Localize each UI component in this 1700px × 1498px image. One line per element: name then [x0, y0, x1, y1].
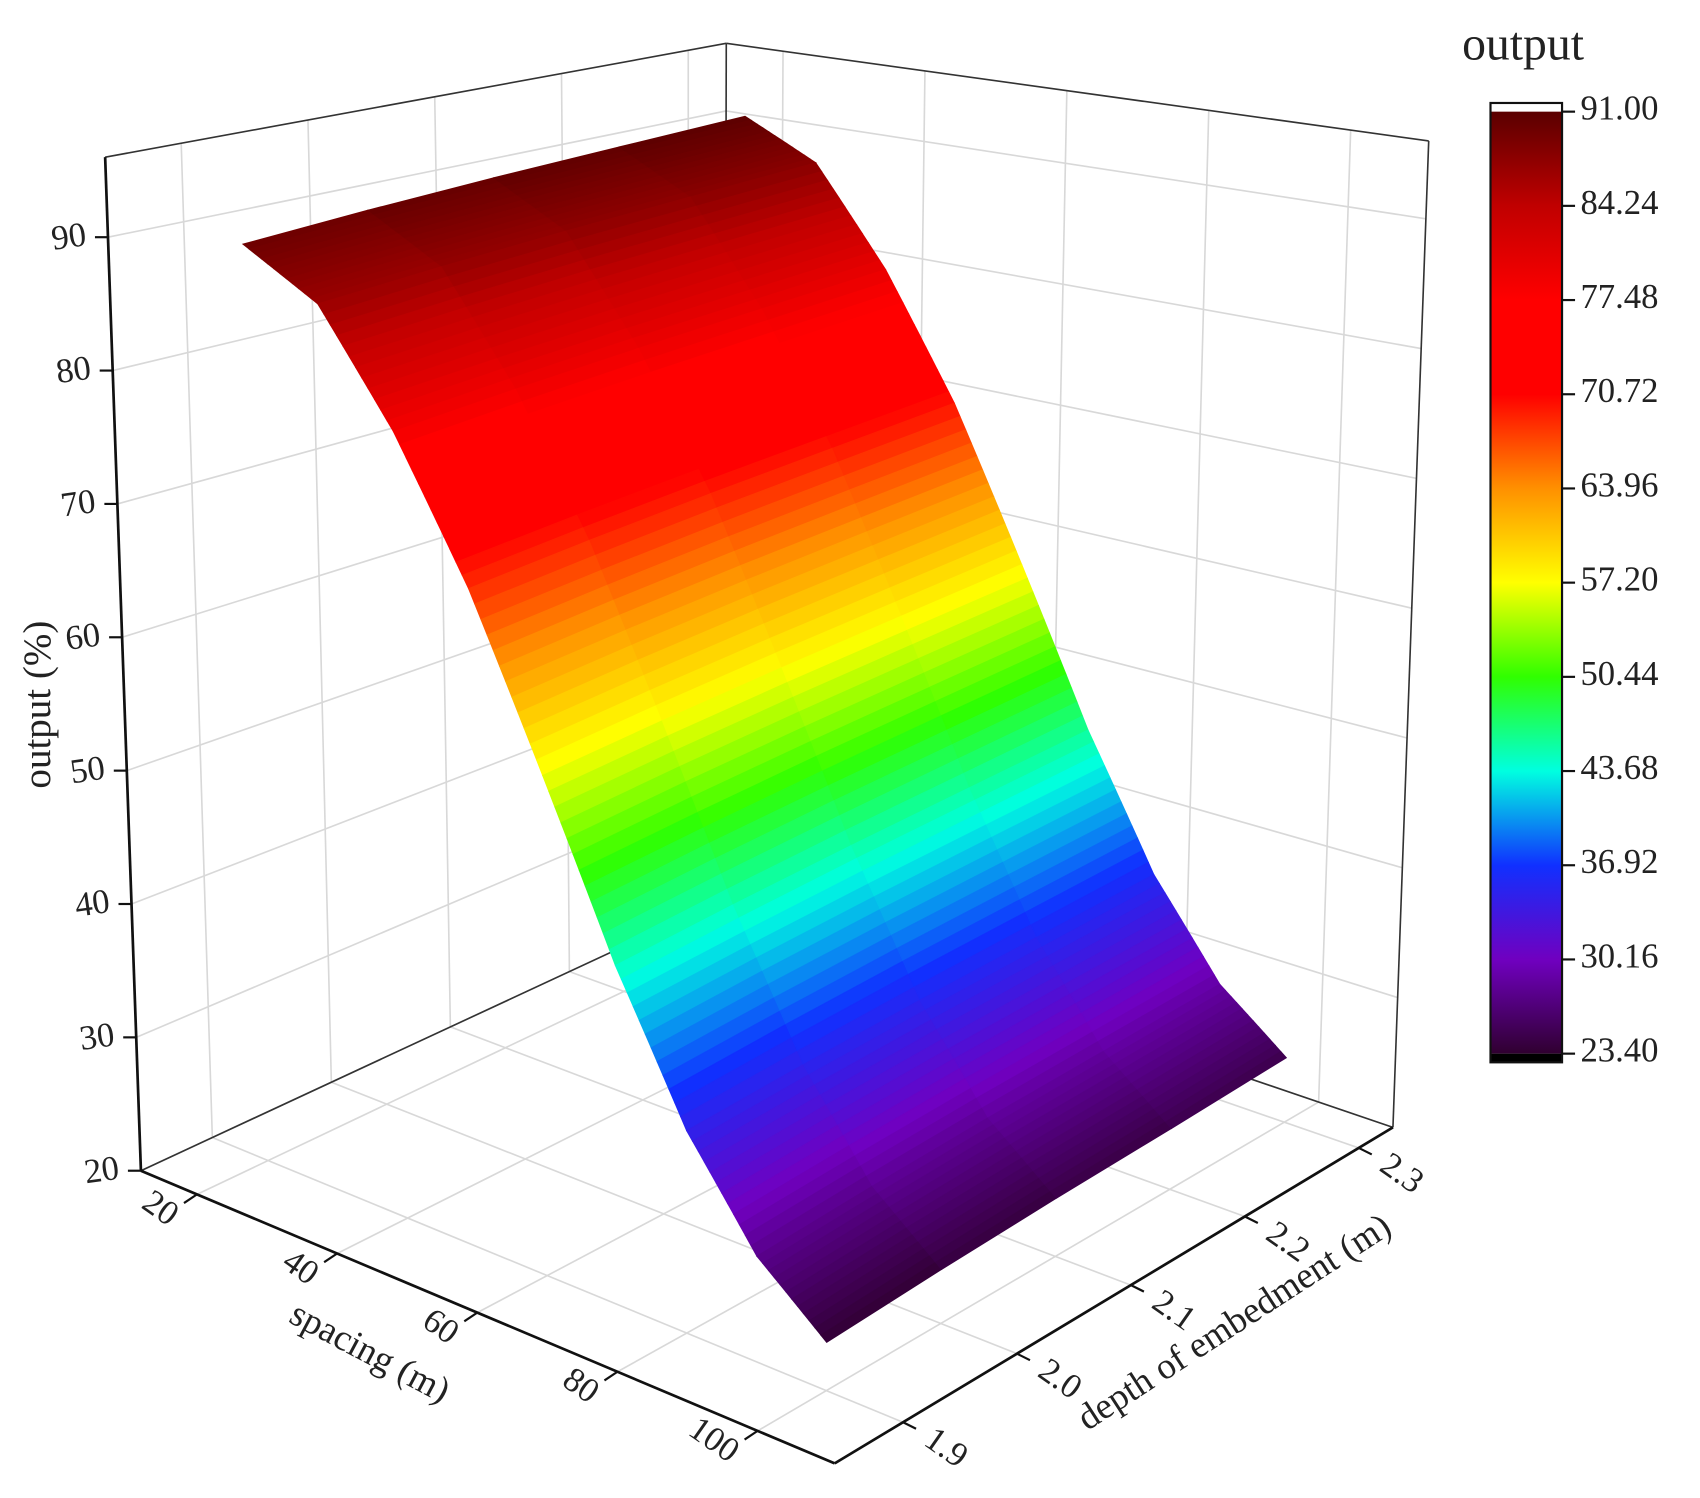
- grid-line: [331, 1081, 1018, 1355]
- tick-mark: [1016, 1352, 1031, 1362]
- z-tick-label: 30: [77, 1015, 117, 1058]
- y-axis-title: depth of embedment (m): [1069, 1205, 1398, 1438]
- colorbar-tick-label: 77.48: [1580, 277, 1658, 316]
- surface-patch: [1164, 1050, 1288, 1130]
- colorbar-tick-label: 84.24: [1580, 183, 1658, 222]
- z-tick-label: 20: [82, 1148, 122, 1191]
- grid-line: [180, 143, 214, 1138]
- grid-line: [1317, 130, 1352, 1103]
- x-tick-label: 60: [416, 1300, 467, 1352]
- x-tick-label: 20: [136, 1182, 187, 1234]
- tick-mark: [1358, 1146, 1373, 1156]
- z-tick-label: 80: [53, 348, 93, 391]
- z-tick-label: 90: [49, 214, 89, 257]
- tick-mark: [1130, 1284, 1145, 1293]
- z-axis-title: output (%): [16, 621, 59, 789]
- plot: output output (%) spacing (m) depth of e…: [16, 19, 1658, 1476]
- tick-mark: [463, 1311, 478, 1323]
- tick-mark: [743, 1429, 759, 1441]
- x-tick-label: 40: [276, 1241, 327, 1293]
- colorbar-cap: [1490, 1053, 1563, 1063]
- colorbar-tick-label: 63.96: [1580, 465, 1658, 504]
- colorbar-tick-label: 23.40: [1580, 1031, 1658, 1070]
- z-tick-label: 60: [63, 614, 103, 657]
- colorbar-tick-label: 36.92: [1580, 842, 1658, 881]
- tick-mark: [902, 1421, 917, 1430]
- grid-line: [212, 1136, 904, 1424]
- x-tick-label: 80: [556, 1359, 607, 1411]
- tick-mark: [323, 1252, 338, 1264]
- colorbar-tick-label: 30.16: [1580, 936, 1658, 975]
- y-axis: [833, 1126, 1394, 1465]
- colorbar: [1490, 111, 1563, 1054]
- z-tick-label: 70: [58, 481, 98, 524]
- tick-mark: [1244, 1215, 1259, 1224]
- grid-line: [107, 110, 727, 238]
- box-edge: [105, 42, 727, 158]
- grid-line: [1182, 110, 1210, 1057]
- tick-mark: [603, 1370, 619, 1382]
- box-edge: [1392, 140, 1430, 1128]
- y-tick-label: 2.3: [1373, 1144, 1431, 1201]
- colorbar-cap: [1490, 102, 1563, 112]
- z-axis: [103, 157, 143, 1171]
- grid-line: [725, 110, 1427, 220]
- colorbar-tick-label: 70.72: [1580, 371, 1658, 410]
- colorbar-tick-label: 50.44: [1580, 654, 1658, 693]
- x-axis: [140, 1169, 836, 1465]
- grid-line: [757, 1101, 1320, 1432]
- y-tick-label: 1.9: [918, 1419, 976, 1476]
- tick-mark: [183, 1193, 198, 1204]
- colorbar-tick-label: 91.00: [1580, 89, 1658, 128]
- z-tick-label: 40: [72, 881, 112, 924]
- x-tick-label: 100: [682, 1408, 747, 1470]
- box-edge: [726, 42, 1429, 142]
- colorbar-tick-label: 43.68: [1580, 748, 1658, 787]
- colorbar-title: output: [1462, 19, 1584, 71]
- z-tick-label: 50: [68, 748, 108, 791]
- colorbar-tick-label: 57.20: [1580, 560, 1658, 599]
